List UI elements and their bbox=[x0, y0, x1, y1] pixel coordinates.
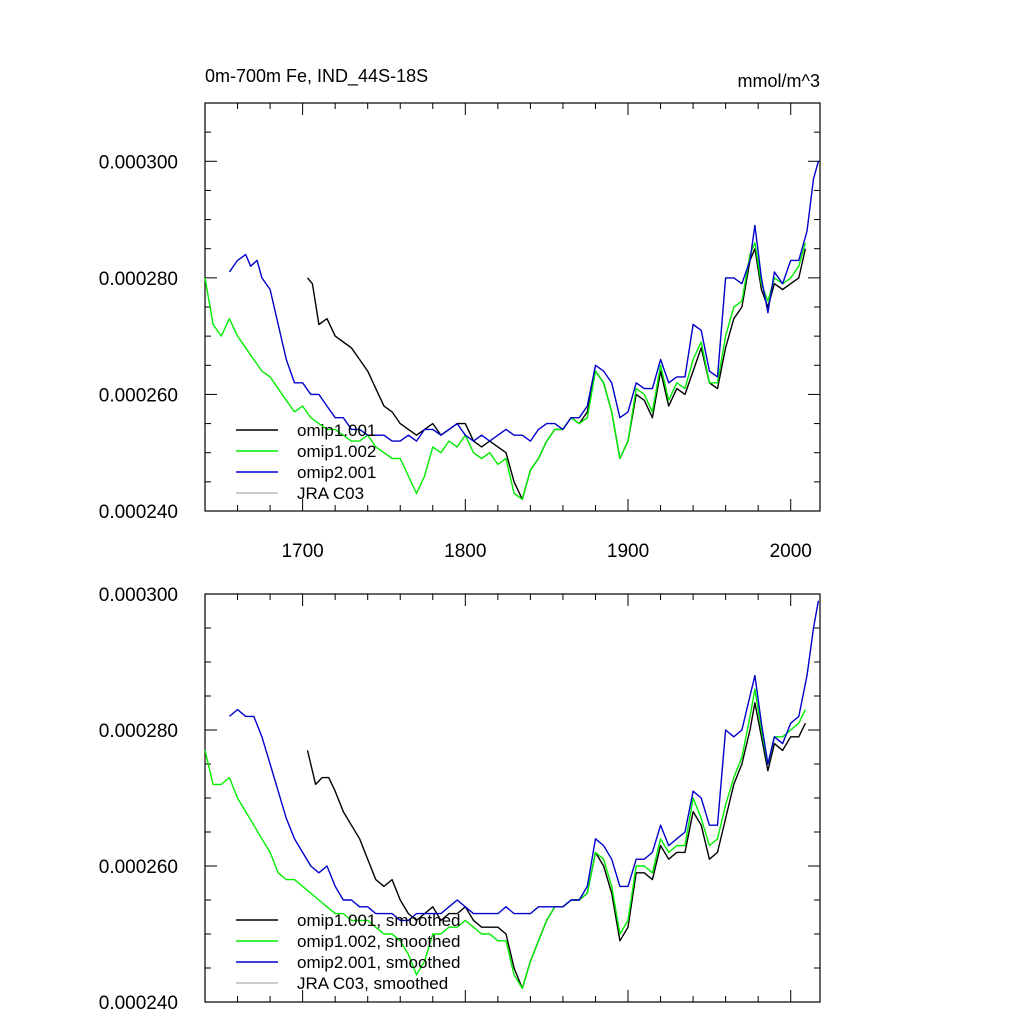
legend-label: omip1.001, smoothed bbox=[297, 911, 461, 930]
tick-marks bbox=[205, 102, 820, 512]
legend-label: omip1.001 bbox=[297, 421, 376, 440]
y-tick-label: 0.000260 bbox=[99, 857, 178, 878]
y-tick-labels: 0.000240 0.000260 0.000280 0.000300 bbox=[99, 585, 178, 1014]
bottom-panel: 0.000240 0.000260 0.000280 0.000300 omip1.0… bbox=[99, 585, 821, 1014]
legend-label: JRA C03 bbox=[297, 484, 364, 503]
y-tick-label: 0.000260 bbox=[99, 385, 178, 406]
legend-label: omip2.001 bbox=[297, 463, 376, 482]
legend-label: JRA C03, smoothed bbox=[297, 974, 448, 993]
chart-title: 0m-700m Fe, IND_44S-18S bbox=[205, 66, 428, 87]
series-lines bbox=[204, 161, 820, 500]
legend-label: omip1.002 bbox=[297, 442, 376, 461]
x-tick-labels: 1700 1800 1900 2000 bbox=[281, 541, 811, 562]
x-tick-label: 2000 bbox=[770, 541, 812, 562]
x-tick-label: 1700 bbox=[281, 541, 323, 562]
legend: omip1.001 omip1.002 omip2.001 JRA C03 bbox=[236, 421, 376, 503]
y-tick-label: 0.000240 bbox=[99, 993, 178, 1014]
legend: omip1.001, smoothed omip1.002, smoothed om… bbox=[236, 911, 461, 993]
series-line-2 bbox=[228, 161, 820, 442]
y-tick-labels: 0.000240 0.000260 0.000280 0.000300 bbox=[99, 152, 178, 523]
y-tick-label: 0.000300 bbox=[99, 152, 178, 173]
top-panel: 0m-700m Fe, IND_44S-18S mmol/m^3 0.00024… bbox=[99, 66, 821, 562]
units-label: mmol/m^3 bbox=[738, 71, 820, 91]
y-tick-label: 0.000300 bbox=[99, 585, 178, 606]
series-line-2 bbox=[228, 600, 820, 922]
legend-label: omip1.002, smoothed bbox=[297, 932, 461, 951]
series-line-1 bbox=[204, 688, 807, 990]
tick-marks bbox=[205, 593, 820, 1003]
series-line-1 bbox=[204, 242, 807, 500]
x-tick-label: 1900 bbox=[607, 541, 649, 562]
series-lines bbox=[204, 600, 820, 990]
x-tick-label: 1800 bbox=[444, 541, 486, 562]
y-tick-label: 0.000280 bbox=[99, 721, 178, 742]
y-tick-label: 0.000280 bbox=[99, 269, 178, 290]
legend-label: omip2.001, smoothed bbox=[297, 953, 461, 972]
y-tick-label: 0.000240 bbox=[99, 502, 178, 523]
